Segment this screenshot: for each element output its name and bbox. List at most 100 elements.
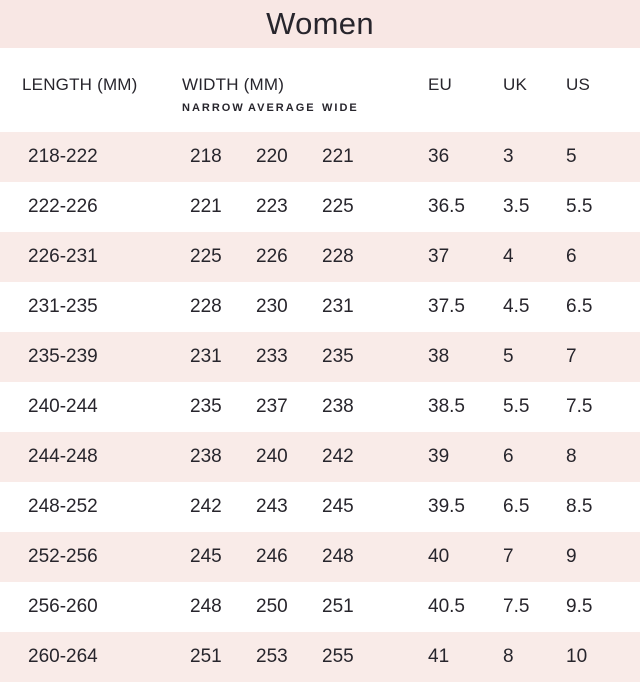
cell-width-narrow: 238	[190, 446, 222, 467]
table-header-section: LENGTH (MM) WIDTH (MM) EU UK US NARROW A…	[0, 48, 640, 132]
cell-width-average: 233	[256, 346, 288, 367]
cell-size-eu: 38.5	[428, 396, 465, 417]
cell-size-us: 6.5	[566, 296, 593, 317]
column-subheader-wide: WIDE	[322, 102, 359, 114]
cell-size-us: 10	[566, 646, 588, 667]
cell-size-eu: 36.5	[428, 196, 465, 217]
cell-width-narrow: 228	[190, 296, 222, 317]
table-row: 222-226 221 223 225 36.5 3.5 5.5	[0, 182, 640, 232]
cell-width-narrow: 248	[190, 596, 222, 617]
table-row: 235-239 231 233 235 38 5 7	[0, 332, 640, 382]
cell-size-us: 7	[566, 346, 577, 367]
table-header-row: LENGTH (MM) WIDTH (MM) EU UK US	[0, 48, 640, 95]
table-row: 231-235 228 230 231 37.5 4.5 6.5	[0, 282, 640, 332]
cell-length-range: 256-260	[28, 596, 98, 617]
table-row: 240-244 235 237 238 38.5 5.5 7.5	[0, 382, 640, 432]
cell-size-uk: 6.5	[503, 496, 530, 517]
table-row: 256-260 248 250 251 40.5 7.5 9.5	[0, 582, 640, 632]
cell-size-us: 9	[566, 546, 577, 567]
column-subheader-average: AVERAGE	[248, 102, 316, 114]
table-subheader-row: NARROW AVERAGE WIDE	[0, 102, 640, 114]
cell-length-range: 252-256	[28, 546, 98, 567]
cell-size-uk: 3	[503, 146, 514, 167]
cell-width-wide: 231	[322, 296, 354, 317]
cell-size-us: 7.5	[566, 396, 593, 417]
cell-size-eu: 40.5	[428, 596, 465, 617]
cell-width-average: 220	[256, 146, 288, 167]
cell-size-eu: 40	[428, 546, 450, 567]
cell-width-average: 253	[256, 646, 288, 667]
cell-width-narrow: 221	[190, 196, 222, 217]
cell-width-wide: 245	[322, 496, 354, 517]
column-header-uk: UK	[503, 75, 528, 94]
cell-size-uk: 4	[503, 246, 514, 267]
cell-width-wide: 235	[322, 346, 354, 367]
cell-size-eu: 39	[428, 446, 450, 467]
page-title: Women	[266, 6, 374, 41]
cell-size-us: 5.5	[566, 196, 593, 217]
cell-size-uk: 4.5	[503, 296, 530, 317]
cell-width-wide: 225	[322, 196, 354, 217]
column-header-eu: EU	[428, 75, 453, 94]
table-row: 260-264 251 253 255 41 8 10	[0, 632, 640, 682]
cell-size-uk: 7	[503, 546, 514, 567]
column-subheader-narrow: NARROW	[182, 102, 245, 114]
cell-width-narrow: 235	[190, 396, 222, 417]
cell-width-average: 230	[256, 296, 288, 317]
cell-length-range: 240-244	[28, 396, 98, 417]
cell-width-average: 240	[256, 446, 288, 467]
cell-length-range: 260-264	[28, 646, 98, 667]
cell-width-narrow: 225	[190, 246, 222, 267]
cell-size-us: 8.5	[566, 496, 593, 517]
cell-size-us: 5	[566, 146, 577, 167]
cell-width-wide: 228	[322, 246, 354, 267]
cell-size-uk: 8	[503, 646, 514, 667]
cell-length-range: 222-226	[28, 196, 98, 217]
table-row: 218-222 218 220 221 36 3 5	[0, 132, 640, 182]
cell-width-average: 223	[256, 196, 288, 217]
cell-size-eu: 37	[428, 246, 450, 267]
cell-width-wide: 251	[322, 596, 354, 617]
column-header-width: WIDTH (MM)	[182, 75, 285, 94]
cell-width-narrow: 218	[190, 146, 222, 167]
cell-length-range: 244-248	[28, 446, 98, 467]
cell-size-uk: 6	[503, 446, 514, 467]
cell-length-range: 226-231	[28, 246, 98, 267]
cell-width-narrow: 251	[190, 646, 222, 667]
cell-width-average: 237	[256, 396, 288, 417]
cell-size-eu: 38	[428, 346, 450, 367]
cell-length-range: 235-239	[28, 346, 98, 367]
cell-width-average: 243	[256, 496, 288, 517]
cell-length-range: 218-222	[28, 146, 98, 167]
cell-size-eu: 41	[428, 646, 450, 667]
title-banner: Women	[0, 0, 640, 48]
cell-size-eu: 36	[428, 146, 450, 167]
cell-width-average: 226	[256, 246, 288, 267]
cell-size-uk: 7.5	[503, 596, 530, 617]
cell-width-average: 246	[256, 546, 288, 567]
cell-size-us: 6	[566, 246, 577, 267]
cell-width-narrow: 245	[190, 546, 222, 567]
table-row: 244-248 238 240 242 39 6 8	[0, 432, 640, 482]
cell-size-uk: 5.5	[503, 396, 530, 417]
table-row: 226-231 225 226 228 37 4 6	[0, 232, 640, 282]
cell-size-uk: 3.5	[503, 196, 530, 217]
cell-width-average: 250	[256, 596, 288, 617]
cell-length-range: 248-252	[28, 496, 98, 517]
table-row: 248-252 242 243 245 39.5 6.5 8.5	[0, 482, 640, 532]
size-table-body: 218-222 218 220 221 36 3 5 222-226 221 2…	[0, 132, 640, 682]
table-row: 252-256 245 246 248 40 7 9	[0, 532, 640, 582]
column-header-length: LENGTH (MM)	[22, 75, 138, 94]
cell-size-us: 8	[566, 446, 577, 467]
cell-width-wide: 242	[322, 446, 354, 467]
cell-width-wide: 255	[322, 646, 354, 667]
cell-width-wide: 248	[322, 546, 354, 567]
cell-size-eu: 37.5	[428, 296, 465, 317]
cell-size-uk: 5	[503, 346, 514, 367]
cell-length-range: 231-235	[28, 296, 98, 317]
cell-width-wide: 238	[322, 396, 354, 417]
cell-width-wide: 221	[322, 146, 354, 167]
cell-width-narrow: 231	[190, 346, 222, 367]
column-header-us: US	[566, 75, 591, 94]
